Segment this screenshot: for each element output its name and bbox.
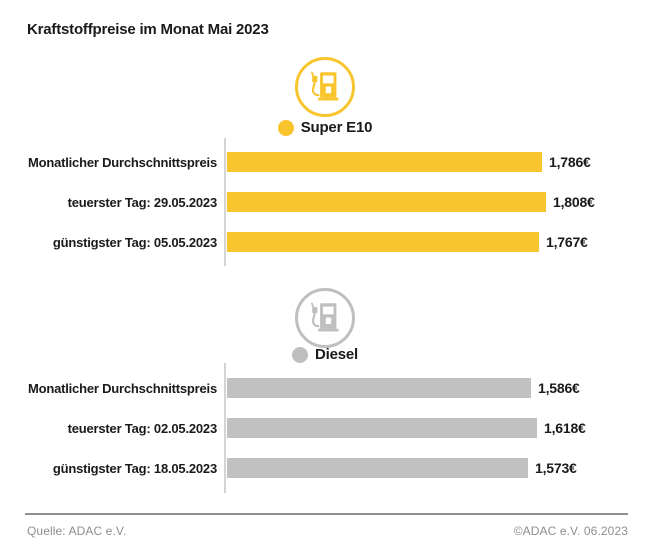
bar-row: günstigster Tag: 18.05.2023 1,573€ bbox=[0, 458, 650, 478]
super-e10-chart: Monatlicher Durchschnittspreis 1,786€ te… bbox=[0, 138, 650, 266]
bar-value: 1,767€ bbox=[546, 234, 588, 250]
bar-value: 1,586€ bbox=[538, 380, 580, 396]
diesel-icon-wrap bbox=[0, 288, 650, 348]
super-e10-legend: Super E10 bbox=[0, 119, 650, 136]
diesel-legend-dot bbox=[292, 346, 308, 363]
bar-value: 1,786€ bbox=[549, 154, 591, 170]
bar-diesel-min-day bbox=[227, 458, 528, 478]
bar-row: teuerster Tag: 02.05.2023 1,618€ bbox=[0, 418, 650, 438]
bar-value: 1,618€ bbox=[544, 420, 586, 436]
diesel-chart: Monatlicher Durchschnittspreis 1,586€ te… bbox=[0, 363, 650, 493]
bar-super-min-day bbox=[227, 232, 539, 252]
page-title: Kraftstoffpreise im Monat Mai 2023 bbox=[27, 21, 269, 38]
bar-value: 1,808€ bbox=[553, 194, 595, 210]
axis-line bbox=[224, 363, 226, 493]
bar-row: teuerster Tag: 29.05.2023 1,808€ bbox=[0, 192, 650, 212]
footer-divider bbox=[25, 513, 628, 515]
diesel-legend-label: Diesel bbox=[315, 346, 358, 363]
bar-label: günstigster Tag: 18.05.2023 bbox=[52, 460, 217, 476]
bar-label: Monatlicher Durchschnittspreis bbox=[27, 380, 217, 396]
super-e10-icon-wrap bbox=[0, 57, 650, 117]
fuel-pump-icon bbox=[295, 57, 355, 117]
bar-value: 1,573€ bbox=[535, 460, 577, 476]
super-e10-legend-label: Super E10 bbox=[300, 119, 373, 136]
fuel-pump-icon bbox=[295, 288, 355, 348]
axis-line bbox=[224, 138, 226, 266]
bar-row: Monatlicher Durchschnittspreis 1,786€ bbox=[0, 152, 650, 172]
bar-super-average bbox=[227, 152, 542, 172]
bar-label: Monatlicher Durchschnittspreis bbox=[27, 154, 217, 170]
footer-copyright: ©ADAC e.V. 06.2023 bbox=[513, 524, 628, 538]
bar-diesel-average bbox=[227, 378, 531, 398]
bar-super-max-day bbox=[227, 192, 546, 212]
bar-row: günstigster Tag: 05.05.2023 1,767€ bbox=[0, 232, 650, 252]
super-e10-legend-dot bbox=[277, 119, 294, 136]
bar-row: Monatlicher Durchschnittspreis 1,586€ bbox=[0, 378, 650, 398]
bar-label: günstigster Tag: 05.05.2023 bbox=[52, 234, 217, 250]
footer-source: Quelle: ADAC e.V. bbox=[27, 524, 127, 538]
bar-diesel-max-day bbox=[227, 418, 537, 438]
diesel-legend: Diesel bbox=[0, 346, 650, 363]
bar-label: teuerster Tag: 02.05.2023 bbox=[67, 420, 218, 436]
bar-label: teuerster Tag: 29.05.2023 bbox=[67, 194, 218, 210]
